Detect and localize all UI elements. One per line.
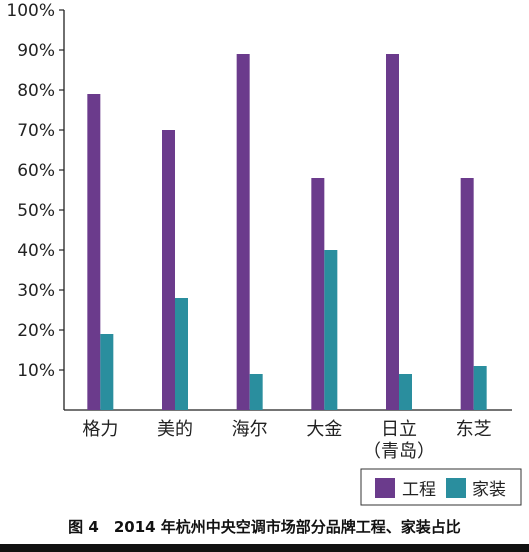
bar-home-1 <box>175 298 188 410</box>
bar-engineering-1 <box>162 130 175 410</box>
y-tick-label: 100% <box>6 1 55 21</box>
bar-engineering-0 <box>87 94 101 410</box>
x-tick-label: 东芝 <box>456 419 492 440</box>
figure-caption: 图 4 2014 年杭州中央空调市场部分品牌工程、家装占比 <box>68 518 461 536</box>
bar-engineering-4 <box>386 54 399 410</box>
bar-home-3 <box>324 250 338 410</box>
x-tick-label: 海尔 <box>232 419 268 440</box>
y-tick-label: 60% <box>17 161 55 181</box>
legend-swatch <box>375 478 395 498</box>
bar-home-0 <box>100 334 114 410</box>
y-tick-label: 10% <box>17 361 55 381</box>
y-tick-label: 40% <box>17 241 55 261</box>
chart-legend: 工程 家装 <box>360 468 522 506</box>
bar-engineering-2 <box>236 54 250 410</box>
bottom-rule <box>0 544 529 552</box>
y-tick-label: 80% <box>17 81 55 101</box>
y-tick-label: 30% <box>17 281 55 301</box>
bar-engineering-5 <box>460 178 474 410</box>
legend-swatch <box>446 478 466 498</box>
chart-bars <box>87 54 487 410</box>
bar-home-5 <box>473 366 487 410</box>
x-tick-label: 美的 <box>157 419 193 440</box>
chart-x-ticks: 格力 美的 海尔 大金 日立（青岛） 东芝 <box>82 419 491 462</box>
bar-home-4 <box>399 374 412 410</box>
bar-engineering-3 <box>311 178 325 410</box>
y-tick-label: 90% <box>17 41 55 61</box>
chart: 10% 20% 30% 40% 50% 60% 70% 80% 90% 100% 格力 美的 海尔 大金… <box>6 1 522 506</box>
chart-y-ticks: 10% 20% 30% 40% 50% 60% 70% 80% 90% 100% <box>6 1 64 381</box>
y-tick-label: 50% <box>17 201 55 221</box>
chart-axes <box>63 10 512 411</box>
x-tick-label: 日立（青岛） <box>363 419 435 462</box>
legend-label: 家装 <box>472 480 506 500</box>
x-tick-label: 格力 <box>82 419 118 440</box>
legend-label: 工程 <box>402 480 436 500</box>
y-tick-label: 20% <box>17 321 55 341</box>
y-tick-label: 70% <box>17 121 55 141</box>
x-tick-label: 大金 <box>306 419 342 440</box>
bar-home-2 <box>249 374 263 410</box>
